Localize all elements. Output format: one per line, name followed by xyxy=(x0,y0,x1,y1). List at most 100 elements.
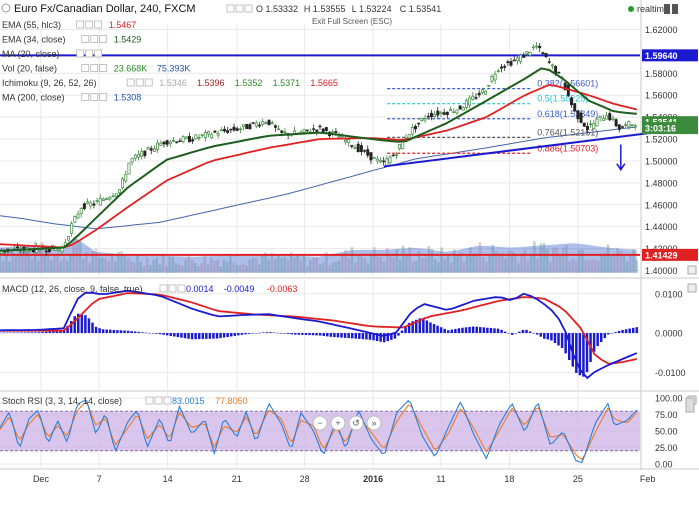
settings-icon[interactable] xyxy=(168,284,177,293)
eye-icon[interactable] xyxy=(81,35,90,43)
eye-icon[interactable] xyxy=(226,4,235,13)
close-icon[interactable] xyxy=(94,20,103,29)
stoch-k-line xyxy=(0,400,638,464)
pause-icon[interactable] xyxy=(672,4,678,14)
candle-body xyxy=(433,114,437,117)
settings-icon[interactable] xyxy=(135,78,144,87)
candle-body xyxy=(121,178,125,188)
candle-body xyxy=(538,45,542,49)
time-tick-label: 25 xyxy=(573,474,583,484)
histogram-bar xyxy=(543,333,546,339)
candle-body xyxy=(70,223,74,234)
histogram-bar xyxy=(16,332,20,334)
histogram-bar xyxy=(358,333,361,339)
histogram-bar xyxy=(571,333,575,367)
candle-body xyxy=(420,118,424,121)
indicator-value: 1.5396 xyxy=(197,78,225,88)
symbol-collapse-icon[interactable] xyxy=(1,3,11,13)
close-icon[interactable] xyxy=(163,396,172,405)
reset-icon[interactable] xyxy=(348,415,364,431)
histogram-bar xyxy=(27,332,30,334)
histogram-bar xyxy=(482,327,486,334)
close-icon[interactable] xyxy=(177,284,186,293)
histogram-bar xyxy=(592,333,596,352)
macd-maximize-button[interactable] xyxy=(687,283,697,293)
candle-body xyxy=(417,122,421,125)
candle-body xyxy=(385,158,389,167)
zoom-in-icon[interactable] xyxy=(330,415,346,431)
close-icon[interactable] xyxy=(244,4,253,13)
indicator-value: 1.5352 xyxy=(235,78,263,88)
candle-body xyxy=(458,105,462,110)
histogram-bar xyxy=(631,327,635,334)
candle-body xyxy=(544,53,548,58)
close-icon[interactable] xyxy=(99,35,108,43)
histogram-bar xyxy=(518,331,521,334)
candle-body xyxy=(194,134,198,140)
settings-icon[interactable] xyxy=(90,64,99,72)
histogram-bar xyxy=(5,332,9,334)
candle-body xyxy=(146,147,150,150)
ohlc-h: H 1.53555 xyxy=(304,4,346,14)
histogram-bar xyxy=(439,327,443,334)
scroll-button[interactable] xyxy=(685,397,695,413)
candle-body xyxy=(321,128,325,133)
candle-body xyxy=(318,125,322,128)
candle-body xyxy=(92,203,96,206)
candle-body xyxy=(455,109,459,114)
eye-icon[interactable] xyxy=(76,49,85,58)
price-badge xyxy=(642,49,698,62)
candle-body xyxy=(363,150,367,152)
settings-icon[interactable] xyxy=(154,396,163,405)
histogram-bar xyxy=(190,333,194,340)
candle-body xyxy=(490,76,494,82)
histogram-bar xyxy=(30,332,34,334)
eye-icon[interactable] xyxy=(159,284,168,293)
fib-level-label: 0.764(1.52151) xyxy=(537,127,598,137)
candle-body xyxy=(500,66,503,69)
close-icon[interactable] xyxy=(144,78,153,87)
go-live-icon[interactable] xyxy=(366,415,382,431)
eye-icon[interactable] xyxy=(145,396,154,405)
candle-body xyxy=(452,111,456,114)
eye-icon[interactable] xyxy=(126,78,135,87)
histogram-bar xyxy=(610,333,614,334)
histogram-bar xyxy=(418,318,422,334)
histogram-bar xyxy=(397,333,400,336)
histogram-bar xyxy=(272,332,276,334)
settings-icon[interactable] xyxy=(235,4,244,13)
candle-body xyxy=(515,57,519,62)
candle-body xyxy=(267,119,271,126)
close-icon[interactable] xyxy=(99,93,108,101)
settings-icon[interactable] xyxy=(85,20,94,29)
candle-body xyxy=(31,249,35,253)
histogram-bar xyxy=(614,332,617,334)
histogram-bar xyxy=(229,333,233,337)
histogram-bar xyxy=(340,333,343,338)
histogram-bar xyxy=(308,333,311,336)
candle-body xyxy=(264,122,268,124)
close-icon[interactable] xyxy=(94,49,103,58)
main-pane-maximize-button[interactable] xyxy=(687,265,697,275)
settings-icon[interactable] xyxy=(90,93,99,101)
stoch-tick-label: 100.00 xyxy=(655,394,683,404)
time-tick-label: 2016 xyxy=(363,474,383,484)
settings-icon[interactable] xyxy=(85,49,94,58)
eye-icon[interactable] xyxy=(76,20,85,29)
close-icon[interactable] xyxy=(99,64,108,72)
eye-icon[interactable] xyxy=(81,64,90,72)
indicator-label: MA (200, close) xyxy=(2,93,65,103)
histogram-bar xyxy=(208,333,212,339)
histogram-bar xyxy=(560,333,564,348)
settings-icon[interactable] xyxy=(90,35,99,43)
candle-body xyxy=(471,95,475,100)
zoom-out-icon[interactable] xyxy=(312,415,328,431)
histogram-bar xyxy=(77,313,80,334)
pause-icon[interactable] xyxy=(664,4,670,14)
histogram-bar xyxy=(226,333,229,337)
histogram-bar xyxy=(557,333,560,346)
candle-body xyxy=(156,142,160,150)
navigation-toolbar[interactable]: − + ↺ » xyxy=(312,415,382,431)
eye-icon[interactable] xyxy=(81,93,90,101)
histogram-bar xyxy=(123,330,126,334)
